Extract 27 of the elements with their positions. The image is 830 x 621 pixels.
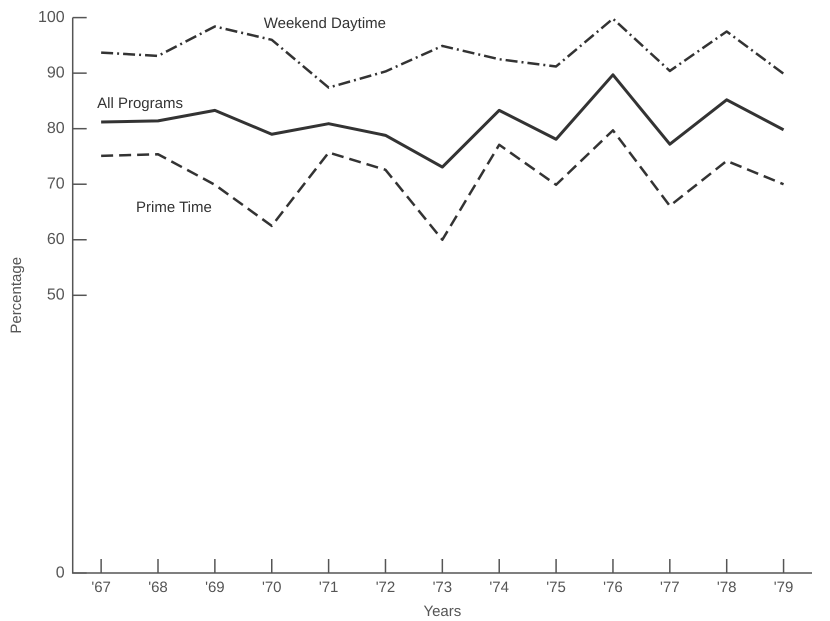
x-tick-label: '75 — [546, 579, 566, 596]
x-tick-label: '78 — [716, 579, 736, 596]
x-tick-label: '69 — [205, 579, 225, 596]
y-tick-label: 80 — [46, 120, 65, 138]
x-tick-label: '77 — [660, 579, 680, 596]
x-tick-label: '74 — [489, 579, 509, 596]
x-tick-label: '76 — [603, 579, 623, 596]
y-tick-label: 60 — [46, 231, 65, 248]
x-tick-label: '71 — [318, 579, 338, 596]
series-label: Prime Time — [136, 199, 212, 216]
line-series — [100, 18, 785, 89]
x-tick-label: '70 — [262, 579, 282, 596]
x-tick-label: '68 — [148, 579, 168, 596]
x-axis-title: Years — [423, 603, 462, 620]
series-label: Weekend Daytime — [264, 14, 386, 32]
y-tick-label: 0 — [56, 564, 65, 582]
y-axis-title: Percentage — [8, 256, 26, 334]
y-tick-label: 100 — [38, 9, 65, 26]
x-tick-label: '73 — [432, 579, 452, 596]
line-series — [100, 129, 785, 242]
x-tick-label: '67 — [91, 579, 111, 596]
y-tick-label: 50 — [46, 286, 65, 304]
x-tick-label: '79 — [774, 579, 794, 596]
series-label: All Programs — [97, 94, 183, 112]
y-tick-label: 90 — [46, 64, 65, 82]
y-tick-label: 70 — [46, 176, 65, 193]
x-tick-label: '72 — [376, 579, 396, 596]
